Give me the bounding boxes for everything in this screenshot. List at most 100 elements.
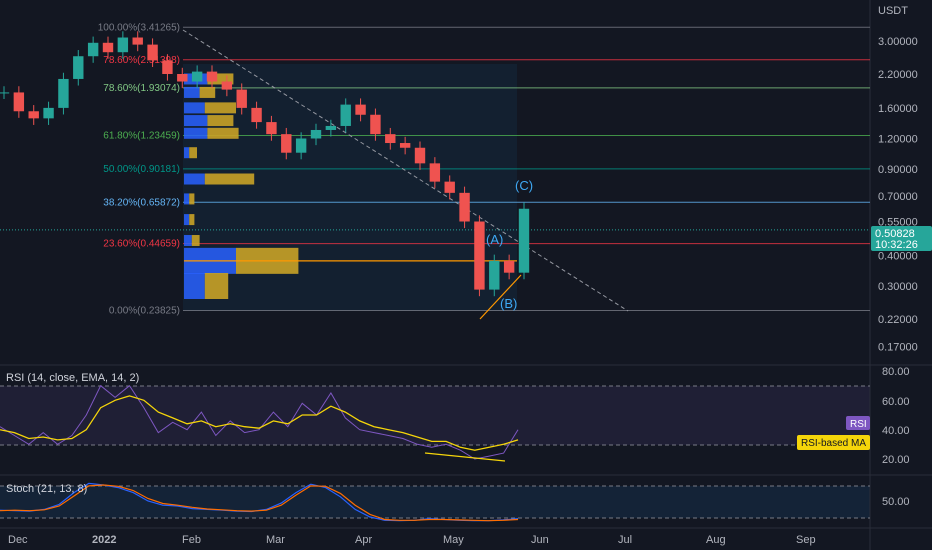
volume-profile-buy-bar <box>184 86 200 98</box>
last-price: 0.50828 <box>875 228 915 240</box>
candle-body[interactable] <box>162 60 173 75</box>
rsi-ma-tag-text: RSI-based MA <box>801 438 866 449</box>
fib-level-label: 100.00%(3.41265) <box>98 22 180 33</box>
rsi-title[interactable]: RSI (14, close, EMA, 14, 2) <box>6 372 139 384</box>
candle-body[interactable] <box>459 192 470 222</box>
volume-profile-buy-bar <box>184 235 192 247</box>
volume-profile-sell-bar <box>204 173 255 185</box>
support-trendline[interactable] <box>479 274 522 320</box>
volume-profile-buy-bar <box>184 214 190 226</box>
candle-body[interactable] <box>87 42 99 57</box>
time-tick-label: Mar <box>266 534 285 546</box>
candle-body[interactable] <box>474 221 485 290</box>
time-tick-label: Apr <box>355 534 372 546</box>
rsi-ma-line[interactable] <box>0 395 519 451</box>
volume-profile-sell-bar <box>207 73 234 85</box>
price-tick-label: 0.40000 <box>878 250 918 262</box>
stoch-band <box>0 486 870 518</box>
price-tick-label: 0.70000 <box>878 191 918 203</box>
currency-label: USDT <box>878 5 908 17</box>
volume-profile-buy-bar <box>184 173 205 185</box>
candle-body[interactable] <box>13 92 25 112</box>
candle-body[interactable] <box>399 143 411 148</box>
volume-profile-sell-bar <box>204 102 236 114</box>
elliott-wave-label[interactable]: (B) <box>500 296 517 311</box>
rsi-pane[interactable] <box>0 368 870 472</box>
last-price-tag[interactable]: 0.50828 10:32:26 <box>871 226 932 251</box>
rsi-tick-label: 40.00 <box>882 425 910 437</box>
candle-body[interactable] <box>310 129 322 139</box>
time-tick-label: Jun <box>531 534 549 546</box>
volume-profile-sell-bar <box>207 115 234 127</box>
candle-body[interactable] <box>489 260 500 290</box>
candle-body[interactable] <box>28 111 39 119</box>
candle-body[interactable] <box>355 104 366 115</box>
candle-body[interactable] <box>518 208 530 273</box>
rsi-band <box>0 386 870 445</box>
candle-body[interactable] <box>191 71 203 82</box>
candle-body[interactable] <box>444 181 455 193</box>
candle-body[interactable] <box>503 260 515 273</box>
candle-body[interactable] <box>221 81 233 90</box>
candle-body[interactable] <box>325 125 337 130</box>
candle-body[interactable] <box>266 122 277 135</box>
candle-body[interactable] <box>340 104 351 126</box>
candle-body[interactable] <box>73 56 84 79</box>
fib-level-label: 0.00%(0.23825) <box>109 306 180 317</box>
candle-body[interactable] <box>206 71 218 82</box>
fib-zone <box>183 64 517 311</box>
volume-profile-buy-bar <box>184 127 208 139</box>
rsi-value-tag[interactable]: RSI <box>846 416 870 430</box>
rsi-ma-tag[interactable]: RSI-based MA <box>797 435 870 450</box>
candle-body[interactable] <box>58 78 69 108</box>
stoch-d-line[interactable] <box>0 484 519 522</box>
candle-body[interactable] <box>295 138 307 153</box>
candle-body[interactable] <box>117 37 129 53</box>
volume-profile-sell-bar <box>191 235 200 247</box>
volume-profile-buy-bar <box>184 193 190 205</box>
candle-body[interactable] <box>385 134 396 144</box>
rsi-tag-text: RSI <box>850 419 867 430</box>
fib-level-label: 23.60%(0.44659) <box>103 239 180 250</box>
price-tick-label: 0.90000 <box>878 164 918 176</box>
candle-body[interactable] <box>132 37 143 45</box>
stoch-title[interactable]: Stoch (21, 13, 8) <box>6 483 87 495</box>
fib-level-label: 38.20%(0.65872) <box>103 197 180 208</box>
volume-profile-sell-bar <box>189 147 197 159</box>
time-tick-label: May <box>443 534 464 546</box>
volume-profile-sell-bar <box>189 214 195 226</box>
time-tick-label: Dec <box>8 534 28 546</box>
volume-profile-sell-bar <box>207 127 239 139</box>
volume-profile-buy-bar <box>184 102 205 114</box>
candle-body[interactable] <box>147 44 158 61</box>
fib-level-label: 78.60%(1.93074) <box>103 83 180 94</box>
volume-profile-buy-bar <box>184 147 190 159</box>
rsi-divergence-line[interactable] <box>424 452 506 462</box>
volume-profile-buy-bar <box>184 115 208 127</box>
candle-body[interactable] <box>43 107 54 119</box>
candle-body[interactable] <box>251 107 262 123</box>
elliott-wave-label[interactable]: (A) <box>486 232 503 247</box>
candle-body[interactable] <box>0 92 10 94</box>
rsi-line[interactable] <box>0 384 519 460</box>
candle-body[interactable] <box>429 163 441 182</box>
fib-level-label: 78.60%(2.51398) <box>103 55 180 66</box>
price-tick-label: 1.60000 <box>878 103 918 115</box>
price-tick-label: 0.30000 <box>878 281 918 293</box>
countdown: 10:32:26 <box>875 239 918 251</box>
candle-body[interactable] <box>281 134 292 153</box>
volume-profile-sell-bar <box>189 193 195 205</box>
descending-trendline[interactable] <box>182 29 629 312</box>
candle-body[interactable] <box>370 114 381 135</box>
rsi-tick-label: 80.00 <box>882 366 910 378</box>
candle-body[interactable] <box>236 89 247 108</box>
price-tick-label: 3.00000 <box>878 36 918 48</box>
candle-body[interactable] <box>177 74 188 82</box>
volume-profile-sell-bar <box>199 86 216 98</box>
elliott-wave-label[interactable]: (C) <box>515 178 533 193</box>
candle-body[interactable] <box>414 147 426 164</box>
time-tick-label: Jul <box>618 534 632 546</box>
candle-body[interactable] <box>102 42 114 53</box>
time-tick-label: Feb <box>182 534 201 546</box>
